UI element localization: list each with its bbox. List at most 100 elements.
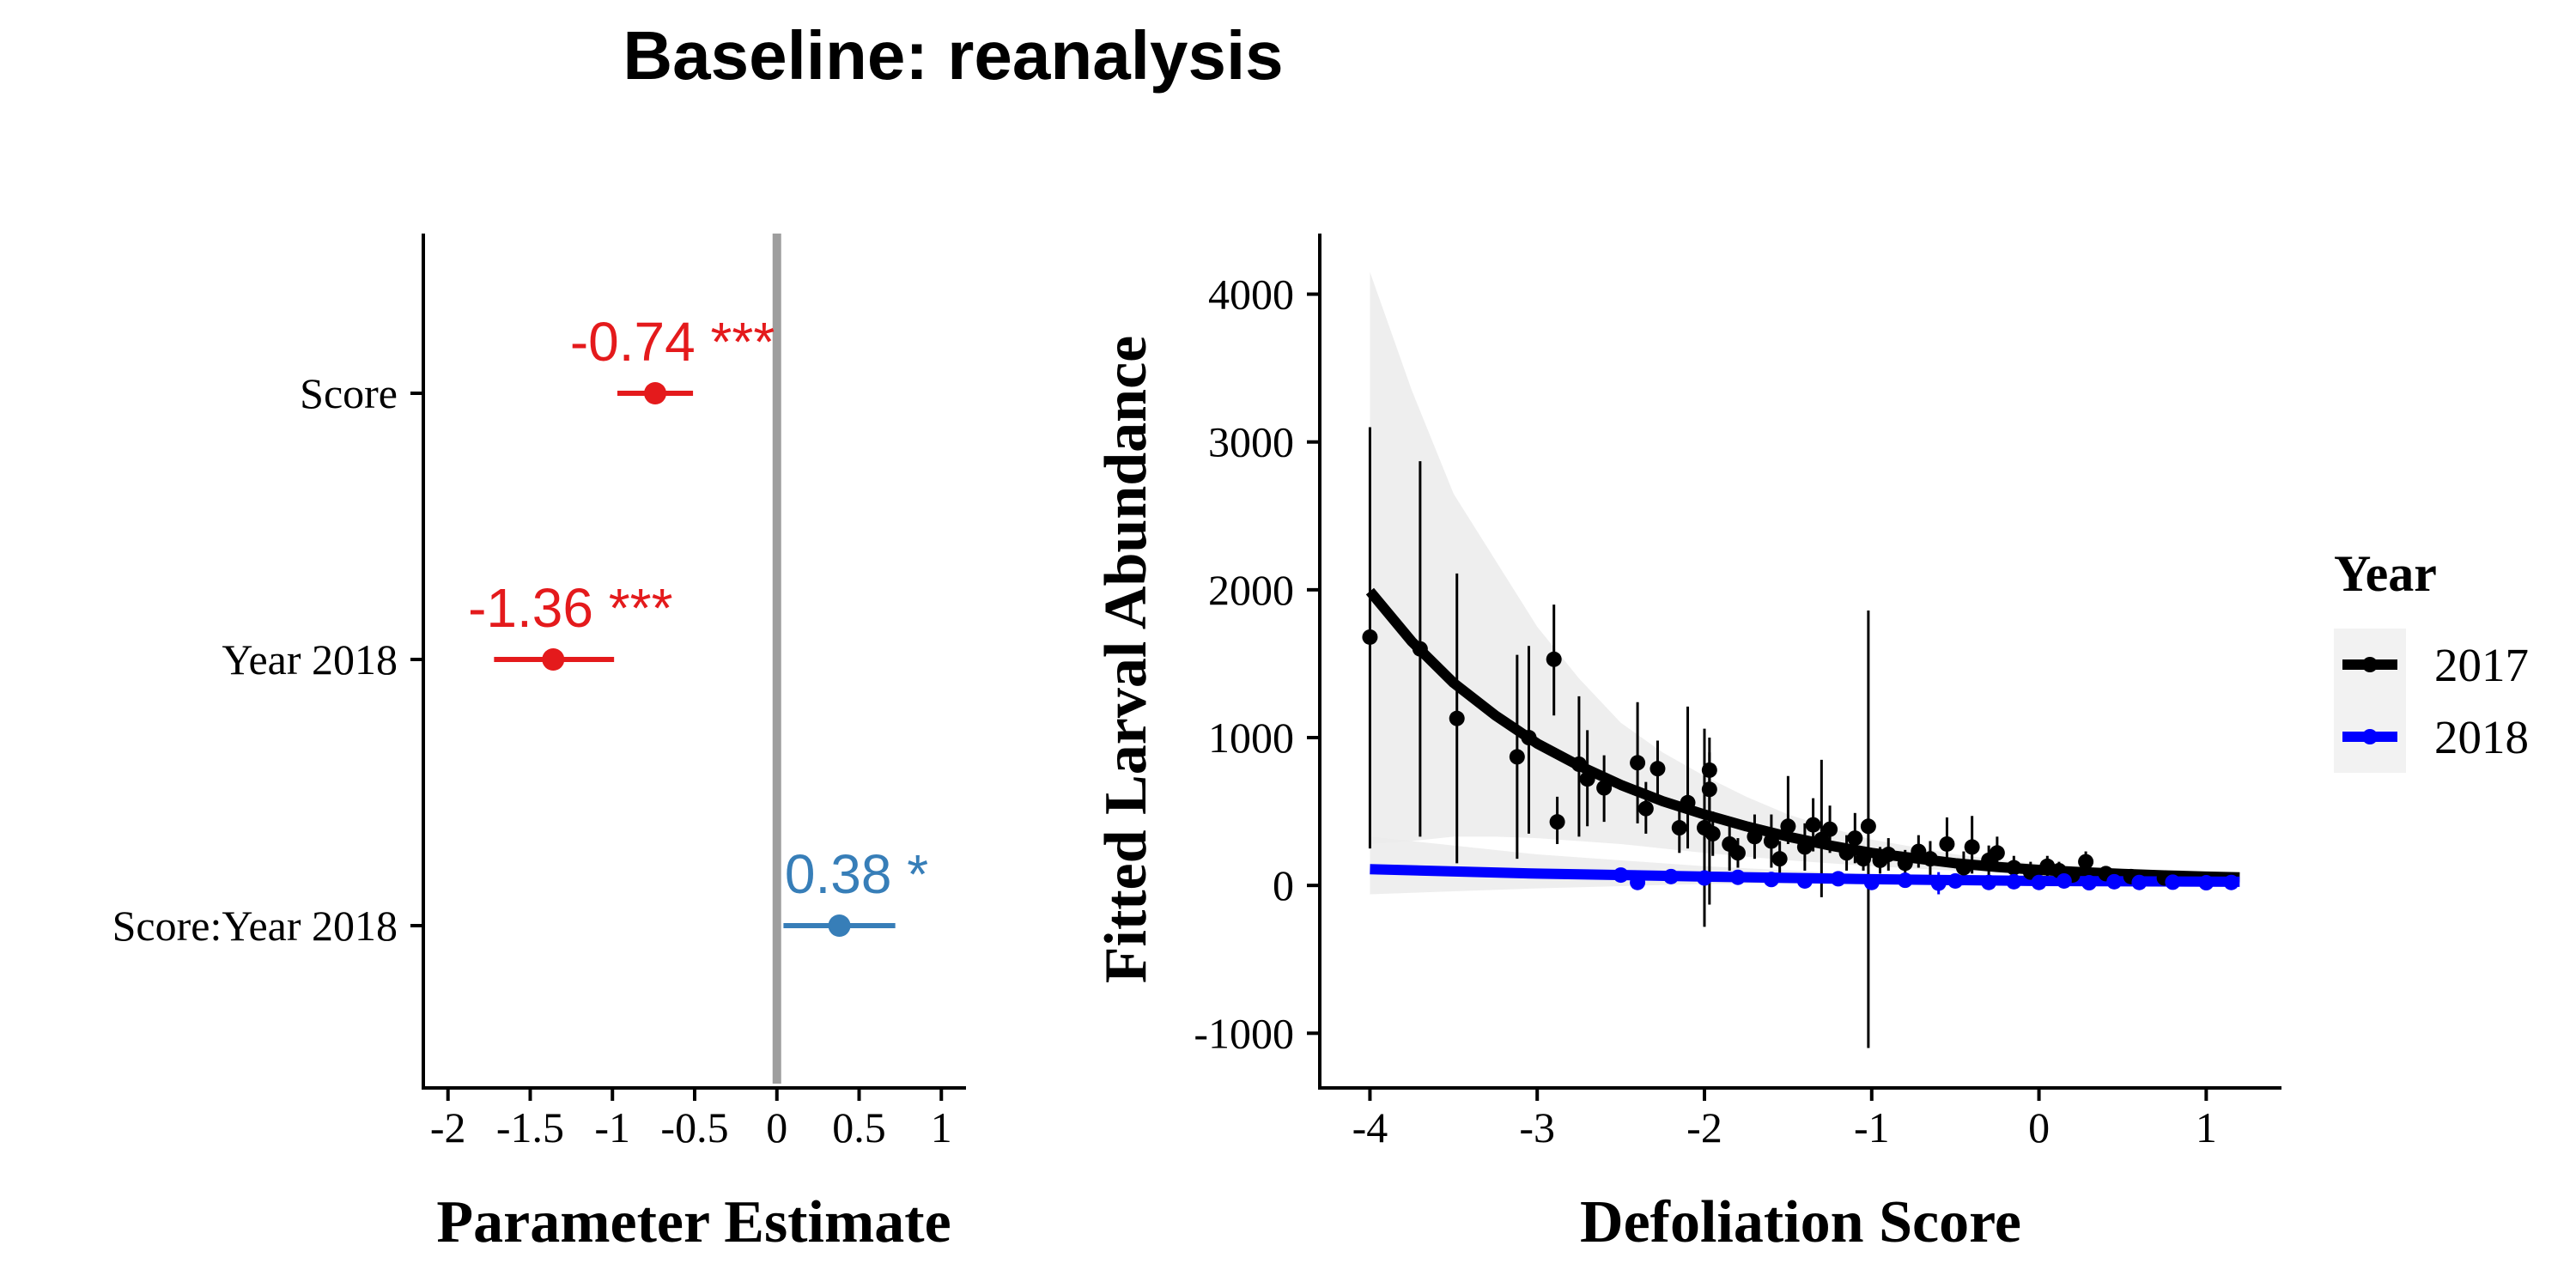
legend-label-2017: 2017 xyxy=(2434,639,2529,691)
coef-y-tick-label-score-year-2018: Score:Year 2018 xyxy=(112,902,398,950)
abund-x-axis: -4 -3 -2 -1 0 1 xyxy=(1352,1088,2217,1151)
data-point-2017 xyxy=(1897,855,1913,872)
data-point-2018 xyxy=(2131,874,2148,890)
coef-x-tick-label: -1.5 xyxy=(496,1103,564,1151)
coefficient-panel: -0.74 *** -1.36 *** 0.38 * Score Year 2018 S… xyxy=(112,234,966,1255)
data-point-2017 xyxy=(1680,794,1696,811)
abund-y-tick-label: 0 xyxy=(1273,861,1294,909)
coef-x-tick-label: 0 xyxy=(766,1103,787,1151)
legend-label-2018: 2018 xyxy=(2434,711,2529,763)
data-points xyxy=(1362,629,2239,891)
data-point-2018 xyxy=(2081,875,2097,891)
coef-point-score xyxy=(644,382,667,404)
coef-label-year-2018: -1.36 *** xyxy=(468,577,672,639)
data-point-2018 xyxy=(1981,874,1997,890)
data-point-2018 xyxy=(1613,867,1629,884)
coef-label-score-year-2018: 0.38 * xyxy=(785,843,928,905)
abund-x-tick-label: 0 xyxy=(2028,1103,2050,1151)
data-point-2017 xyxy=(1671,820,1687,836)
confidence-band-2017 xyxy=(1370,271,2240,879)
data-point-2017 xyxy=(1729,845,1746,861)
data-point-2017 xyxy=(1955,860,1971,876)
coef-label-score: -0.74 *** xyxy=(570,311,775,373)
abund-x-tick-label: -4 xyxy=(1352,1103,1388,1151)
data-point-2017 xyxy=(1805,817,1821,833)
coef-marks: -0.74 *** -1.36 *** 0.38 * xyxy=(468,311,928,937)
data-point-2017 xyxy=(1964,839,1980,855)
data-point-2017 xyxy=(1822,821,1838,837)
data-point-2017 xyxy=(1747,829,1763,845)
data-point-2018 xyxy=(1763,872,1779,888)
data-point-2017 xyxy=(1847,830,1863,847)
data-point-2017 xyxy=(1939,835,1955,852)
abund-y-tick-label: 1000 xyxy=(1208,714,1294,762)
abund-y-axis-title: Fitted Larval Abundance xyxy=(1093,336,1159,984)
data-point-2018 xyxy=(2106,873,2123,890)
data-point-2017 xyxy=(1771,851,1788,867)
data-point-2017 xyxy=(1549,814,1565,830)
data-point-2017 xyxy=(1922,851,1938,867)
data-point-2018 xyxy=(2056,872,2072,889)
abund-x-axis-title: Defoliation Score xyxy=(1580,1189,2021,1255)
coef-x-tick-label: -0.5 xyxy=(660,1103,728,1151)
data-point-2018 xyxy=(2006,873,2022,890)
data-point-2018 xyxy=(2165,874,2181,890)
abund-x-tick-label: -3 xyxy=(1519,1103,1555,1151)
data-point-2017 xyxy=(1856,851,1872,867)
coef-y-tick-label-year-2018: Year 2018 xyxy=(222,635,398,683)
data-point-2018 xyxy=(2223,874,2239,890)
data-point-2018 xyxy=(2031,874,2047,890)
data-point-2017 xyxy=(1449,710,1465,726)
abund-y-tick-label: -1000 xyxy=(1194,1009,1294,1057)
legend-title: Year xyxy=(2334,545,2437,602)
abund-y-tick-label: 2000 xyxy=(1208,566,1294,614)
coef-x-tick-label: 0.5 xyxy=(832,1103,886,1151)
data-point-2017 xyxy=(1362,629,1378,645)
coef-x-axis-title: Parameter Estimate xyxy=(436,1189,951,1255)
abund-y-tick-label: 4000 xyxy=(1208,270,1294,319)
data-point-2017 xyxy=(1571,756,1587,773)
data-point-2017 xyxy=(1521,730,1537,746)
data-point-2017 xyxy=(1989,845,2005,861)
data-point-2017 xyxy=(1911,843,1927,860)
data-point-2018 xyxy=(1697,870,1712,886)
data-point-2017 xyxy=(1763,833,1779,849)
abund-y-axis: -1000 0 1000 2000 3000 4000 xyxy=(1194,270,1320,1057)
legend: Year 2017 2018 xyxy=(2334,545,2529,773)
data-point-2018 xyxy=(1729,869,1746,885)
abund-x-tick-label: -2 xyxy=(1686,1103,1722,1151)
coef-y-tick-label-score: Score xyxy=(300,369,398,417)
data-point-2017 xyxy=(1838,845,1855,861)
data-point-2017 xyxy=(1630,755,1646,771)
abundance-panel: -1000 0 1000 2000 3000 4000 -4 -3 -2 -1 0 1 Defoli… xyxy=(1093,234,2281,1255)
data-point-2018 xyxy=(1897,872,1913,889)
data-point-2017 xyxy=(1701,781,1717,798)
abund-x-tick-label: 1 xyxy=(2196,1103,2217,1151)
coef-x-tick-label: -2 xyxy=(430,1103,466,1151)
data-point-2017 xyxy=(1509,749,1525,765)
data-point-2017 xyxy=(1814,831,1830,848)
data-point-2017 xyxy=(1596,780,1613,796)
data-point-2017 xyxy=(2078,854,2094,870)
data-point-2018 xyxy=(2198,875,2215,891)
legend-dot-2018 xyxy=(2362,729,2378,744)
data-point-2017 xyxy=(2022,864,2038,880)
data-point-2017 xyxy=(1412,641,1428,657)
data-point-2017 xyxy=(2006,860,2022,876)
coef-x-tick-label: 1 xyxy=(931,1103,952,1151)
data-point-2018 xyxy=(1663,868,1680,884)
data-point-2017 xyxy=(1780,818,1796,835)
data-point-2018 xyxy=(1796,872,1813,889)
data-point-2018 xyxy=(1863,874,1880,890)
data-point-2017 xyxy=(1649,761,1666,777)
data-point-2017 xyxy=(1546,651,1562,667)
coef-point-year-2018 xyxy=(542,648,565,671)
data-point-2017 xyxy=(1704,825,1721,841)
data-point-2018 xyxy=(1830,871,1846,887)
data-point-2017 xyxy=(1880,847,1897,863)
abund-x-tick-label: -1 xyxy=(1854,1103,1890,1151)
data-point-2017 xyxy=(2039,858,2056,874)
coef-point-score-year-2018 xyxy=(828,914,851,937)
figure-title: Baseline: reanalysis xyxy=(623,17,1283,94)
